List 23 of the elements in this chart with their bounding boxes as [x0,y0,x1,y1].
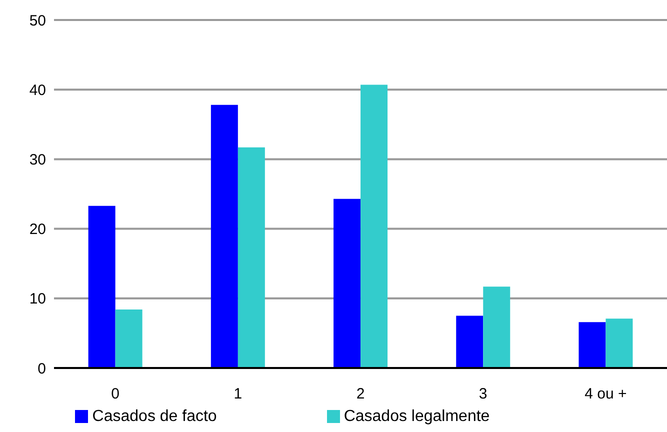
y-tick-label: 40 [29,82,46,99]
bar [210,104,238,368]
bar [456,316,484,368]
legend-label: Casados legalmente [344,408,490,425]
x-tick-label: 0 [111,386,120,403]
y-tick-label: 20 [29,221,46,238]
bar [115,310,142,368]
y-tick-label: 30 [29,152,46,169]
y-tick-label: 0 [38,360,46,378]
bar [606,318,633,368]
x-tick-label: 1 [234,386,242,403]
legend-label: Casados de facto [92,408,217,425]
x-tick-label: 2 [356,386,365,403]
bar [238,147,265,368]
bar [334,198,361,368]
bar [483,286,510,368]
x-tick-label: 4 ou + [584,386,627,403]
x-tick-label: 3 [478,386,488,403]
bar [578,322,606,368]
bar [360,84,388,368]
y-tick-label: 10 [29,290,46,308]
y-tick-label: 50 [29,12,46,30]
bar [88,206,116,368]
